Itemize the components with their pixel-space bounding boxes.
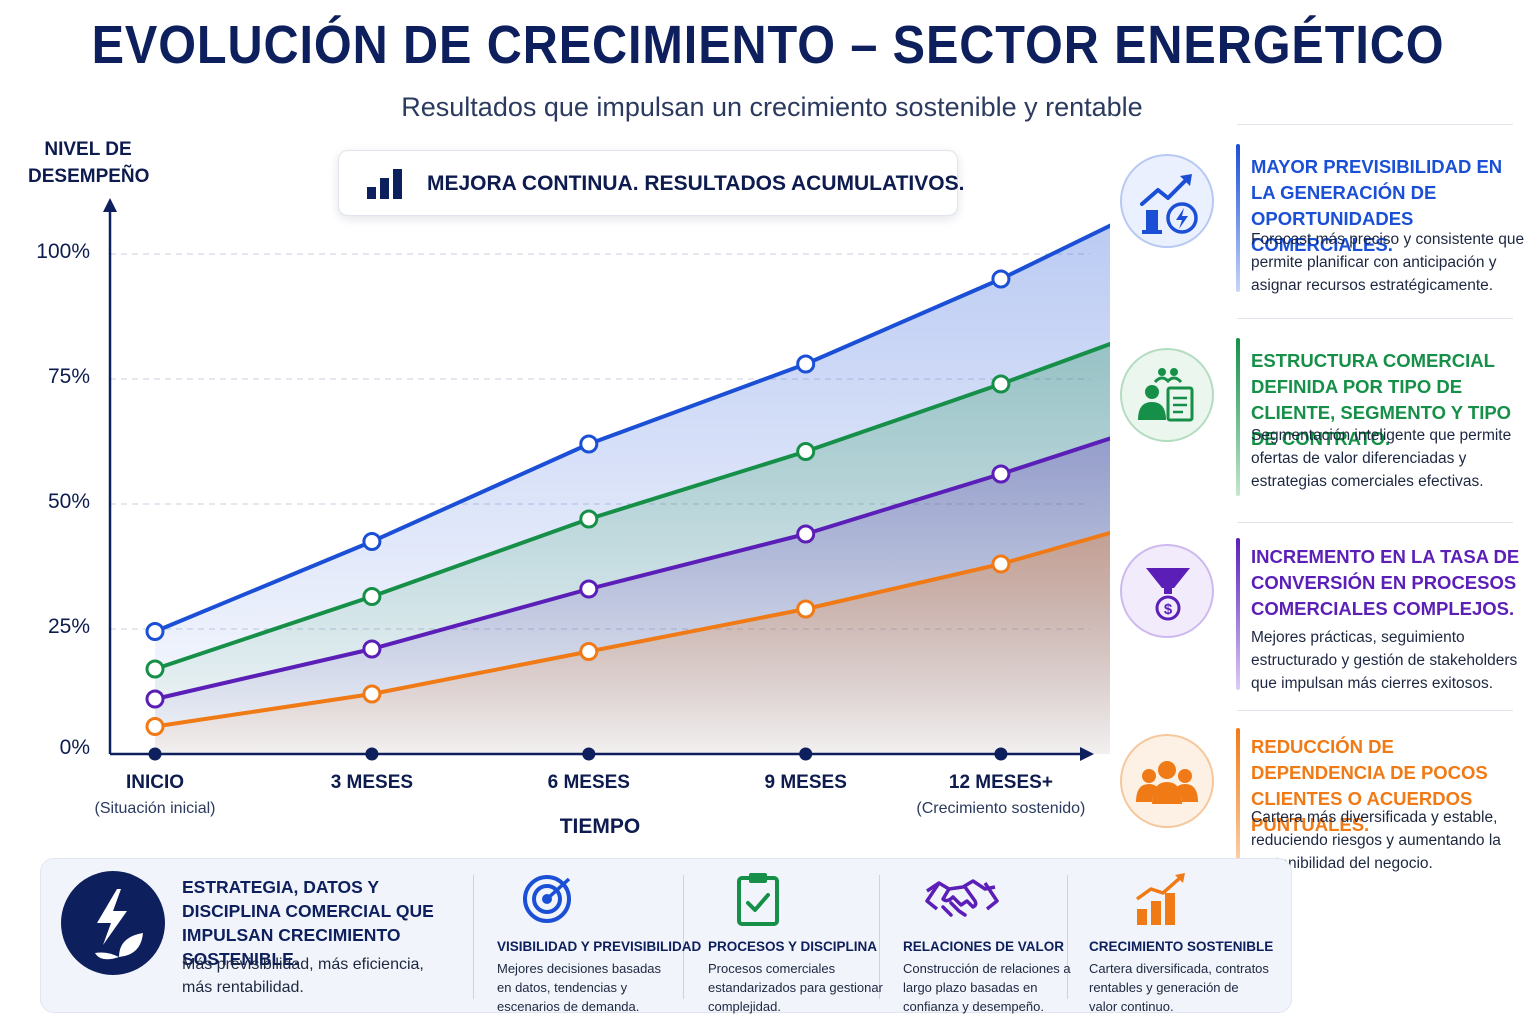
data-point bbox=[579, 509, 599, 529]
accent-bar bbox=[1236, 538, 1240, 690]
data-point bbox=[145, 717, 165, 736]
target-icon bbox=[523, 875, 571, 923]
series-line bbox=[154, 341, 1110, 671]
data-point bbox=[145, 622, 165, 641]
footer-item-title: VISIBILIDAD Y PREVISIBILIDAD bbox=[497, 939, 702, 954]
benefit-desc: Forecast más preciso y consistente que p… bbox=[1251, 231, 1525, 294]
y-tick-label: 25% bbox=[47, 615, 90, 638]
benefit-desc: Cartera más diversificada y estable, red… bbox=[1251, 809, 1501, 872]
y-tick-label: 100% bbox=[36, 240, 90, 263]
x-tick-label: 12 MESES+ bbox=[948, 772, 1053, 793]
footer-item-desc: Procesos comerciales estandarizados para… bbox=[708, 961, 883, 1014]
benefit-title: MAYOR PREVISIBILIDAD EN LA GENERACIÓN DE… bbox=[1251, 156, 1503, 255]
accent-bar bbox=[1236, 144, 1240, 292]
x-tick-label: 3 MESES bbox=[330, 772, 414, 793]
panel-divider bbox=[1237, 124, 1513, 125]
series-line bbox=[154, 436, 1110, 701]
data-point bbox=[579, 434, 599, 454]
data-point bbox=[145, 659, 165, 679]
x-tick-dot bbox=[365, 747, 379, 761]
data-point bbox=[362, 684, 382, 704]
benefit-title: ESTRUCTURA COMERCIAL DEFINIDA POR TIPO D… bbox=[1251, 350, 1512, 449]
footer-title: ESTRATEGIA, DATOS Y DISCIPLINA COMERCIAL… bbox=[182, 877, 434, 969]
x-axis-title: TIEMPO bbox=[559, 815, 641, 838]
footer-divider bbox=[683, 875, 684, 999]
growth-bars-icon bbox=[1135, 873, 1185, 925]
footer-desc: Más previsibilidad, más eficiencia, más … bbox=[182, 956, 424, 996]
page-subtitle: Resultados que impulsan un crecimiento s… bbox=[401, 92, 1143, 122]
data-point bbox=[796, 442, 816, 461]
panel-divider bbox=[1237, 522, 1513, 523]
x-tick-sublabel: (Crecimiento sostenido) bbox=[916, 800, 1086, 817]
panel-divider bbox=[1237, 710, 1513, 711]
footer-item-title: PROCESOS Y DISCIPLINA bbox=[708, 939, 878, 954]
x-tick-label: 9 MESES bbox=[764, 772, 847, 793]
data-point bbox=[362, 532, 382, 551]
footer-item-desc: Mejores decisiones basadas en datos, ten… bbox=[497, 961, 662, 1014]
x-tick-label: INICIO bbox=[125, 772, 185, 793]
x-tick-dot bbox=[799, 747, 813, 761]
x-tick-label: 6 MESES bbox=[547, 772, 630, 793]
growth-energy-icon bbox=[1120, 154, 1214, 248]
data-point bbox=[362, 639, 382, 659]
panel-divider bbox=[1237, 318, 1513, 319]
client-contract-icon bbox=[1120, 348, 1214, 442]
clipboard-check-icon bbox=[737, 873, 779, 926]
svg-text:$: $ bbox=[1164, 601, 1173, 618]
footer-divider bbox=[473, 875, 474, 999]
footer-divider bbox=[1067, 875, 1068, 999]
footer-item-desc: Construcción de relaciones a largo plazo… bbox=[903, 961, 1071, 1014]
footer-item-title: RELACIONES DE VALOR bbox=[903, 939, 1065, 954]
data-point bbox=[145, 689, 165, 709]
data-point bbox=[579, 642, 599, 661]
y-axis-title: NIVEL DE DESEMPEÑO bbox=[28, 139, 150, 187]
y-tick-label: 0% bbox=[59, 736, 90, 759]
series-line bbox=[154, 223, 1110, 634]
data-point bbox=[796, 599, 816, 619]
accent-bar bbox=[1236, 338, 1240, 496]
benefit-desc: Segmentación inteligente que permite ofe… bbox=[1251, 427, 1512, 490]
data-point bbox=[991, 269, 1011, 289]
data-point bbox=[796, 354, 816, 374]
y-tick-label: 50% bbox=[47, 490, 90, 513]
data-point bbox=[991, 554, 1011, 574]
callout-box: MEJORA CONTINUA. RESULTADOS ACUMULATIVOS… bbox=[338, 150, 964, 216]
bar-chart-icon bbox=[367, 169, 402, 199]
data-point bbox=[579, 579, 599, 599]
x-tick-dot bbox=[582, 747, 596, 761]
y-axis-arrow-icon bbox=[103, 198, 117, 212]
y-tick-label: 75% bbox=[47, 365, 90, 388]
footer-panel: ESTRATEGIA, DATOS Y DISCIPLINA COMERCIAL… bbox=[40, 858, 1292, 1014]
footer-divider bbox=[879, 875, 880, 999]
group-icon bbox=[1120, 734, 1214, 828]
data-point bbox=[796, 524, 816, 544]
footer-item-title: CRECIMIENTO SOSTENIBLE bbox=[1089, 939, 1274, 954]
handshake-icon bbox=[925, 879, 999, 917]
x-tick-dot bbox=[994, 747, 1008, 761]
footer-item-desc: Cartera diversificada, contratos rentabl… bbox=[1089, 961, 1269, 1014]
accent-bar bbox=[1236, 728, 1240, 888]
x-tick-sublabel: (Situación inicial) bbox=[94, 800, 216, 817]
data-point bbox=[991, 464, 1011, 484]
benefit-title: INCREMENTO EN LA TASA DE CONVERSIÓN EN P… bbox=[1251, 546, 1520, 619]
energy-leaf-icon bbox=[61, 871, 165, 975]
growth-chart bbox=[103, 198, 1110, 761]
page-title: EVOLUCIÓN DE CRECIMIENTO – SECTOR ENERGÉ… bbox=[91, 15, 1445, 75]
benefit-title: REDUCCIÓN DE DEPENDENCIA DE POCOS CLIENT… bbox=[1251, 736, 1488, 835]
x-axis-arrow-icon bbox=[1080, 747, 1094, 761]
series-line bbox=[154, 530, 1110, 729]
data-point bbox=[362, 587, 382, 606]
x-tick-dot bbox=[148, 747, 162, 761]
benefit-desc: Mejores prácticas, seguimiento estructur… bbox=[1251, 629, 1518, 692]
funnel-money-icon: $ bbox=[1120, 544, 1214, 638]
data-point bbox=[991, 374, 1011, 394]
callout-text: MEJORA CONTINUA. RESULTADOS ACUMULATIVOS… bbox=[427, 172, 965, 195]
